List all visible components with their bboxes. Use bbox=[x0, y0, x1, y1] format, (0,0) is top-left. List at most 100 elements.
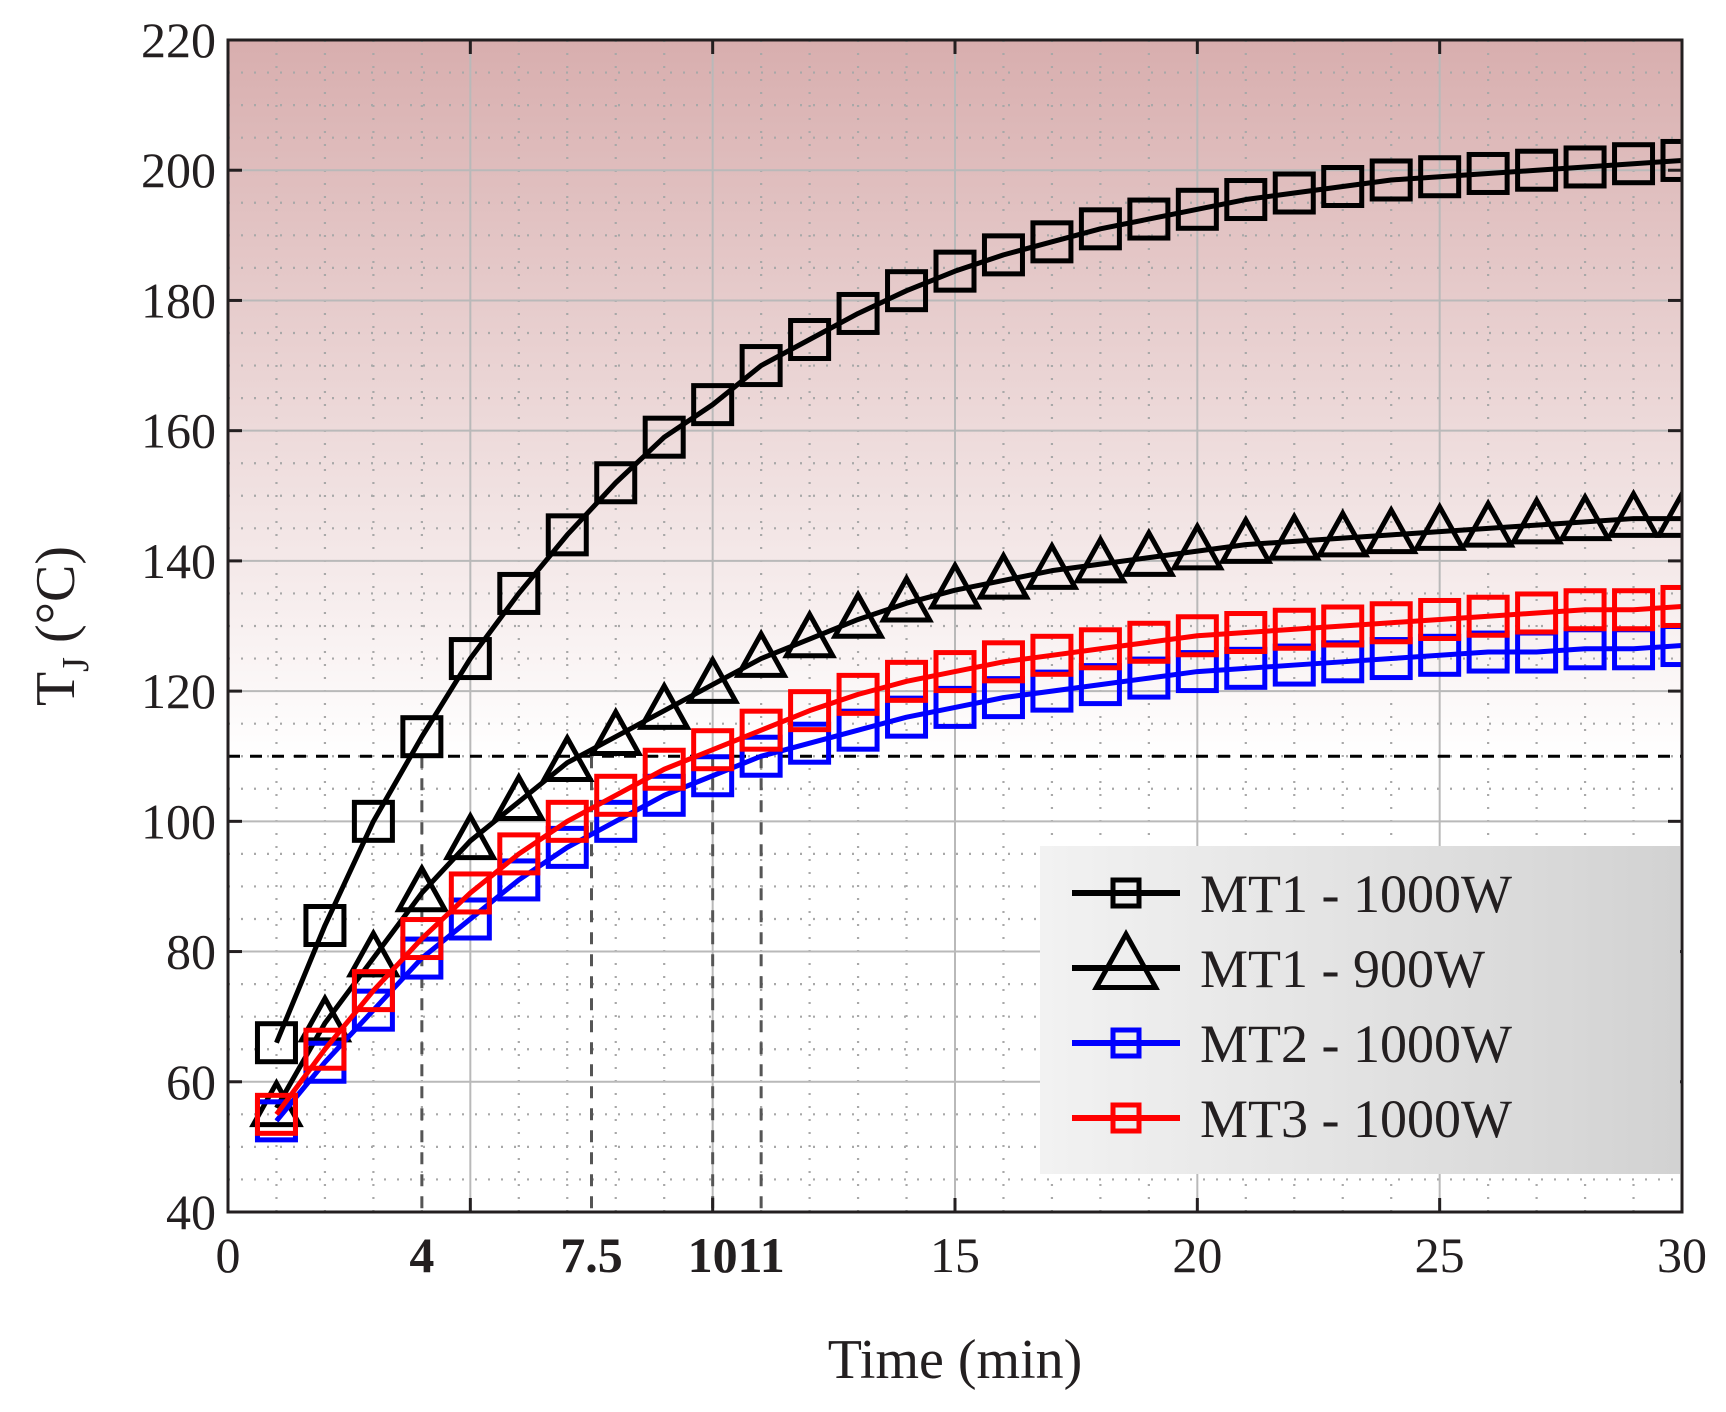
y-axis-title-subscript: J bbox=[55, 657, 97, 672]
data-point bbox=[836, 672, 880, 716]
legend: MT1 - 1000W MT1 - 900W MT2 - 1000W MT3 - 10… bbox=[1040, 846, 1680, 1174]
data-point bbox=[1460, 498, 1516, 548]
x-tick-label: 11 bbox=[738, 1227, 785, 1283]
series-mt3-1000w bbox=[254, 584, 1682, 1136]
data-point bbox=[933, 650, 977, 694]
legend-label: MT2 - 1000W bbox=[1200, 1014, 1512, 1074]
data-point bbox=[545, 799, 589, 843]
data-point bbox=[1078, 627, 1122, 671]
data-point bbox=[1127, 620, 1171, 664]
legend-swatch-marker bbox=[1110, 1102, 1142, 1134]
data-point bbox=[588, 706, 644, 756]
data-point bbox=[351, 969, 395, 1013]
data-point bbox=[642, 747, 686, 791]
data-point bbox=[394, 863, 450, 913]
data-point bbox=[1612, 588, 1656, 632]
series-line bbox=[274, 157, 1682, 1044]
data-point bbox=[636, 680, 692, 730]
data-point bbox=[733, 628, 789, 678]
data-point bbox=[497, 571, 541, 615]
y-tick-label: 40 bbox=[166, 1184, 216, 1240]
data-point bbox=[1315, 508, 1371, 558]
legend-entry: MT3 - 1000W bbox=[1072, 1089, 1512, 1149]
data-point bbox=[545, 513, 589, 557]
data-point bbox=[1369, 601, 1413, 645]
data-point bbox=[933, 249, 977, 293]
series-group bbox=[249, 138, 1682, 1143]
data-point bbox=[254, 1092, 298, 1136]
data-point bbox=[642, 415, 686, 459]
data-point bbox=[1418, 597, 1462, 641]
y-tick-label: 220 bbox=[141, 12, 216, 68]
y-tick-label: 160 bbox=[141, 403, 216, 459]
data-point bbox=[1509, 495, 1564, 545]
data-point bbox=[1024, 540, 1080, 590]
data-point bbox=[691, 383, 735, 427]
data-point bbox=[1466, 594, 1510, 638]
y-tick-label: 140 bbox=[141, 533, 216, 589]
data-point bbox=[497, 858, 541, 902]
data-point bbox=[1175, 614, 1219, 658]
data-point bbox=[739, 708, 783, 752]
y-tick-label: 60 bbox=[166, 1054, 216, 1110]
data-point bbox=[448, 871, 492, 915]
data-point bbox=[594, 461, 638, 505]
data-point bbox=[1078, 207, 1122, 251]
data-point bbox=[1224, 611, 1268, 655]
y-tick-labels: 40 60 80 100 120 140 160 180 200 220 bbox=[141, 12, 216, 1240]
x-tick-label: 10 bbox=[688, 1227, 738, 1283]
data-point bbox=[1218, 514, 1274, 564]
x-tick-label: 7.5 bbox=[560, 1227, 623, 1283]
data-point bbox=[1169, 521, 1225, 571]
data-point bbox=[1363, 504, 1419, 555]
data-point bbox=[1612, 142, 1656, 186]
legend-entry: MT1 - 900W bbox=[1072, 929, 1485, 999]
data-point bbox=[346, 928, 401, 978]
data-point bbox=[739, 734, 783, 778]
data-point bbox=[491, 771, 547, 822]
y-tick-label: 200 bbox=[141, 142, 216, 198]
data-point bbox=[642, 773, 686, 817]
series-mt1-900w bbox=[249, 488, 1682, 1128]
data-point bbox=[976, 550, 1031, 600]
data-point bbox=[885, 659, 929, 703]
data-point bbox=[545, 825, 589, 869]
data-point bbox=[1466, 151, 1510, 195]
data-point bbox=[442, 810, 498, 861]
data-point bbox=[830, 589, 886, 639]
y-axis-title-unit: (°C) bbox=[25, 546, 87, 657]
data-point bbox=[1557, 491, 1613, 542]
data-point bbox=[1412, 501, 1468, 551]
data-point bbox=[351, 799, 395, 843]
y-tick-label: 100 bbox=[141, 793, 216, 849]
x-tick-label: 30 bbox=[1657, 1227, 1707, 1283]
data-point bbox=[1127, 197, 1171, 241]
data-point bbox=[254, 1021, 298, 1065]
data-point bbox=[788, 721, 832, 765]
data-point bbox=[1654, 488, 1682, 538]
x-axis-title: Time (min) bbox=[828, 1329, 1083, 1391]
data-point bbox=[1030, 633, 1074, 677]
data-point bbox=[1266, 511, 1322, 561]
data-point bbox=[303, 904, 347, 948]
data-point bbox=[497, 832, 541, 876]
x-tick-label: 25 bbox=[1415, 1227, 1465, 1283]
data-point bbox=[594, 773, 638, 817]
data-point bbox=[594, 799, 638, 843]
data-point bbox=[1418, 155, 1462, 199]
data-point bbox=[981, 233, 1025, 277]
legend-swatch-marker bbox=[1110, 1027, 1142, 1059]
data-point bbox=[879, 573, 934, 623]
data-point bbox=[885, 269, 929, 313]
data-point bbox=[927, 560, 983, 610]
y-tick-label: 180 bbox=[141, 272, 216, 328]
data-point bbox=[448, 897, 492, 941]
y-tick-label: 120 bbox=[141, 663, 216, 719]
legend-entry: MT2 - 1000W bbox=[1072, 1014, 1512, 1074]
y-axis-title: TJ (°C) bbox=[25, 546, 97, 706]
data-point bbox=[1369, 158, 1413, 202]
data-point bbox=[1272, 171, 1316, 215]
data-point bbox=[1563, 145, 1607, 189]
data-point bbox=[1321, 165, 1365, 208]
